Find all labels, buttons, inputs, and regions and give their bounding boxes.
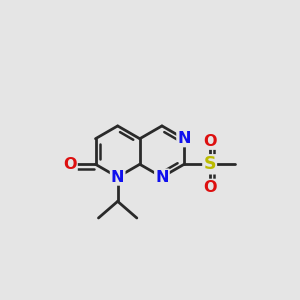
Text: N: N bbox=[111, 169, 124, 184]
Text: O: O bbox=[203, 180, 216, 195]
Text: N: N bbox=[177, 131, 191, 146]
Text: S: S bbox=[203, 155, 216, 173]
Text: N: N bbox=[155, 169, 169, 184]
Text: O: O bbox=[63, 157, 77, 172]
Text: O: O bbox=[203, 134, 216, 149]
